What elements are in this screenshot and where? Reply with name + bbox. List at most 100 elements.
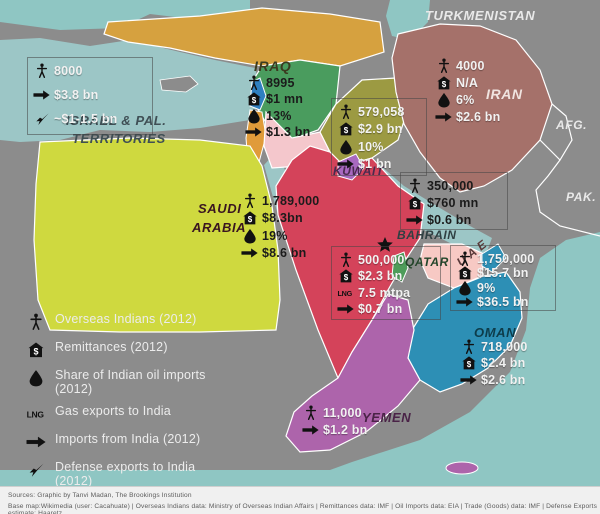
- remit-icon: $: [460, 355, 477, 372]
- iraq-box-value: $1 mn: [266, 92, 304, 106]
- sources-line-1: Sources: Graphic by Tanvi Madan, The Bro…: [8, 492, 192, 499]
- iran-box-value: 4000: [456, 58, 485, 73]
- israel-box-value: $3.8 bn: [54, 87, 99, 102]
- legend-item-drop: Share of Indian oil imports (2012): [26, 368, 216, 396]
- remit-icon: $: [245, 91, 262, 108]
- bahrain-box-row: $ $760 mn: [406, 194, 478, 211]
- kuwait-box-value: $1 bn: [358, 157, 392, 171]
- person-icon: [406, 177, 423, 194]
- iran-box-row: 4000: [435, 57, 485, 74]
- legend-label: Share of Indian oil imports (2012): [55, 368, 206, 396]
- iraq-box: 8995 $ $1 mn 13% $1.3 bn: [240, 70, 332, 144]
- drop-icon: [245, 107, 262, 124]
- qatar-box-value: 7.5 mtpa: [358, 285, 411, 300]
- person-icon: [26, 312, 46, 332]
- country-yemen: [285, 293, 421, 453]
- legend-label: Overseas Indians (2012): [55, 312, 197, 326]
- kuwait-box-row: 10%: [337, 138, 384, 155]
- bahrain-box-value: $760 mn: [427, 195, 479, 210]
- arabian-sea: [0, 232, 600, 486]
- iran-box-value: $2.6 bn: [456, 109, 501, 124]
- bahrain-star-icon: [377, 237, 393, 252]
- arrow-icon: [337, 301, 354, 318]
- oman-box-row: $ $2.4 bn: [460, 355, 525, 372]
- person-icon: [302, 404, 319, 421]
- iran-box-value: 6%: [456, 92, 475, 107]
- person-icon: [456, 250, 473, 267]
- saudi-box-value: $8.3bn: [262, 211, 303, 225]
- qatar-box-value: $0.7 bn: [358, 302, 403, 316]
- drop-icon: [26, 368, 46, 388]
- saudi-box-row: $ $8.3bn: [241, 210, 303, 227]
- legend-label: Imports from India (2012): [55, 432, 201, 446]
- iran-box-value: N/A: [456, 75, 479, 90]
- iran-box-row: 6%: [435, 91, 474, 108]
- saudi-box-row: $8.6 bn: [241, 245, 306, 262]
- israel-box-value: ~$1-1.5 bn: [54, 111, 118, 126]
- arrow-icon: [26, 432, 46, 452]
- qatar-box-row: LNG 7.5 mtpa: [337, 284, 411, 301]
- iraq-box-row: 13%: [245, 107, 292, 124]
- person-icon: [435, 57, 452, 74]
- island-cyprus: [159, 75, 199, 93]
- black-sea: [0, 0, 250, 30]
- qatar-box-value: $2.3 bn: [358, 269, 403, 283]
- legend-label: Defense exports to India (2012): [55, 460, 196, 488]
- qatar-box-value: 500,000: [358, 252, 405, 267]
- iraq-box-value: 8995: [266, 75, 295, 90]
- country-iran: [391, 23, 553, 193]
- arrow-icon: [456, 294, 473, 311]
- uae-box-value: 1,750,000: [477, 251, 535, 266]
- arrow-icon: [435, 108, 452, 125]
- remit-icon: $: [26, 340, 46, 360]
- svg-text:$: $: [343, 273, 348, 282]
- bahrain-box-row: $0.6 bn: [406, 212, 471, 229]
- yemen-box-row: 11,000: [302, 404, 362, 421]
- kuwait-box-row: 579,058: [337, 103, 405, 120]
- yemen-box-value: $1.2 bn: [323, 422, 368, 437]
- oman-box-value: $2.6 bn: [481, 372, 526, 387]
- oman-box-row: 718,000: [460, 338, 528, 355]
- kuwait-box-value: $2.9 bn: [358, 122, 403, 136]
- uae-box-row: 1,750,000: [456, 250, 534, 267]
- iraq-box-value: $1.3 bn: [266, 125, 311, 139]
- uae-box: 1,750,000 $ $15.7 bn 9% $36.5 bn: [450, 245, 556, 311]
- bahrain-box-value: $0.6 bn: [427, 213, 472, 228]
- remit-icon: $: [337, 268, 354, 285]
- lng-icon: LNG: [337, 284, 354, 301]
- mediterranean-sea: [0, 38, 262, 142]
- svg-text:$: $: [462, 270, 467, 279]
- kuwait-box-value: 579,058: [358, 104, 405, 119]
- drop-icon: [435, 91, 452, 108]
- svg-text:LNG: LNG: [338, 289, 353, 298]
- iran-box: 4000 $ N/A 6% $2.6 bn: [430, 53, 526, 129]
- uae-box-row: $ $15.7 bn: [456, 265, 529, 282]
- israel-box-value: 8000: [54, 63, 83, 78]
- uae-box-value: 9%: [477, 280, 496, 295]
- svg-text:$: $: [33, 347, 38, 357]
- israel-box-row: ~$1-1.5 bn: [33, 110, 118, 127]
- qatar-box-row: $ $2.3 bn: [337, 268, 402, 285]
- kuwait-box-value: 10%: [358, 139, 384, 154]
- bahrain-box: 350,000 $ $760 mn $0.6 bn: [400, 172, 508, 230]
- kuwait-box: 579,058 $ $2.9 bn 10% $1 bn: [331, 98, 427, 176]
- country-egypt: [33, 137, 281, 333]
- legend: Overseas Indians (2012) $ Remittances (201…: [26, 312, 216, 496]
- uae-box-row: $36.5 bn: [456, 294, 529, 311]
- svg-text:LNG: LNG: [27, 410, 45, 420]
- qatar-box-row: $0.7 bn: [337, 301, 402, 318]
- svg-text:$: $: [343, 126, 348, 135]
- borders-east: [535, 103, 600, 237]
- drop-icon: [337, 138, 354, 155]
- yemen-box: 11,000 $1.2 bn: [297, 400, 387, 440]
- saudi-box-value: 19%: [262, 228, 288, 243]
- iran-box-row: $2.6 bn: [435, 108, 500, 125]
- jet-icon: [26, 460, 46, 480]
- iraq-box-row: 8995: [245, 74, 295, 91]
- iraq-box-row: $ $1 mn: [245, 91, 303, 108]
- uae-box-row: 9%: [456, 279, 495, 296]
- israel-box: 8000 $3.8 bn ~$1-1.5 bn: [27, 57, 153, 135]
- legend-item-remit: $ Remittances (2012): [26, 340, 216, 360]
- socotra-island: [445, 461, 479, 475]
